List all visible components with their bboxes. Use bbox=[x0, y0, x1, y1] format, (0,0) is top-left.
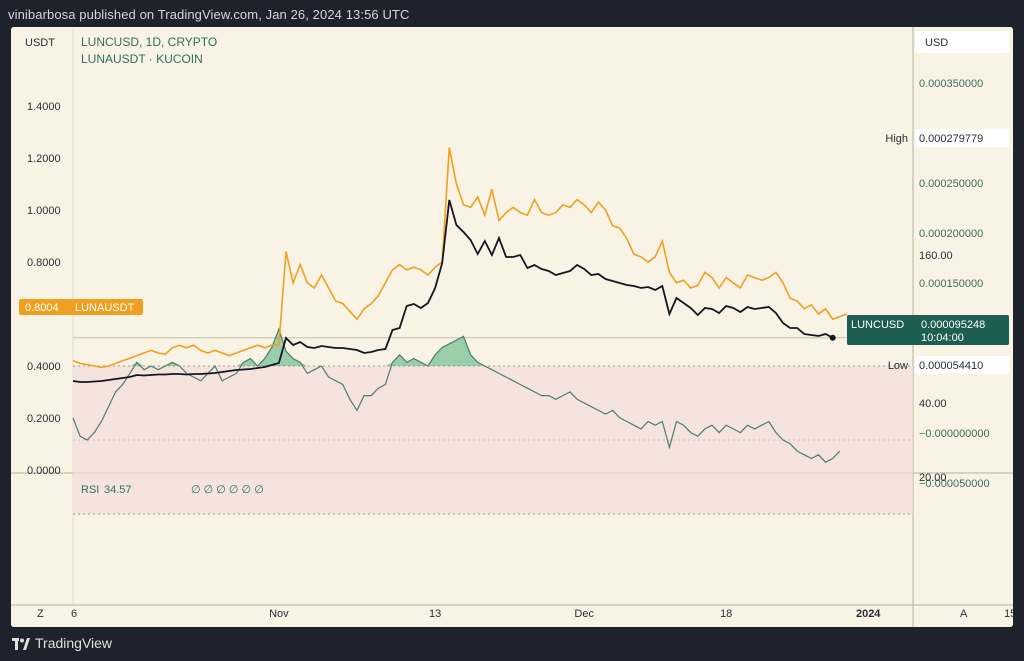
time-axis-partial-label: 6 bbox=[71, 608, 77, 620]
luncusd-price-badge bbox=[847, 315, 1009, 345]
price-chart[interactable]: USDT USD LUNCUSD, 1D, CRYPTO LUNAUSDT · … bbox=[11, 27, 1013, 627]
left-axis-unit: USDT bbox=[25, 37, 55, 49]
right-unit-box[interactable] bbox=[915, 31, 1009, 53]
lunausdt-series-line bbox=[72, 147, 848, 369]
right-tick-label: 0.000150000 bbox=[919, 278, 983, 290]
high-value-box bbox=[915, 129, 1009, 147]
tradingview-footer[interactable]: TradingView bbox=[12, 635, 112, 651]
legend-luncusd[interactable]: LUNCUSD, 1D, CRYPTO bbox=[81, 35, 217, 49]
luncusd-series-line bbox=[72, 199, 834, 383]
left-tick-label: 1.2000 bbox=[27, 153, 61, 165]
luncusd-price-value: 0.000095248 bbox=[921, 319, 985, 331]
time-axis-ticks: Nov13Dec18202415Feb bbox=[269, 608, 1013, 620]
rsi-line bbox=[72, 327, 841, 463]
left-tick-label: 0.8000 bbox=[27, 257, 61, 269]
left-tick-label: 1.4000 bbox=[27, 101, 61, 113]
legend-lunausdt[interactable]: LUNAUSDT · KUCOIN bbox=[81, 52, 203, 66]
time-tick-label: Dec bbox=[574, 608, 594, 620]
high-label: High bbox=[885, 133, 908, 145]
right-axis-unit: USD bbox=[925, 37, 948, 49]
high-value: 0.000279779 bbox=[919, 133, 983, 145]
low-value: 0.000054410 bbox=[919, 360, 983, 372]
rsi-label[interactable]: RSI bbox=[81, 484, 99, 496]
rsi-tick-label: 40.00 bbox=[919, 398, 947, 410]
right-tick-label: 0.000350000 bbox=[919, 78, 983, 90]
left-tick-label: 0.2000 bbox=[27, 413, 61, 425]
right-tick-label: 0.000250000 bbox=[919, 178, 983, 190]
tradingview-brand: TradingView bbox=[35, 635, 113, 651]
left-tick-label: 1.0000 bbox=[27, 205, 61, 217]
luncusd-price-name: LUNCUSD bbox=[851, 319, 904, 331]
time-tick-label: Nov bbox=[269, 608, 289, 620]
right-tick-label: 0.000200000 bbox=[919, 228, 983, 240]
right-tick-label: −0.000000000 bbox=[919, 428, 990, 440]
rsi-tick-label: 160.00 bbox=[919, 250, 953, 262]
rsi-overbought-fill bbox=[129, 329, 485, 366]
lunausdt-price-value: 0.8004 bbox=[25, 302, 59, 314]
time-tick-label: 18 bbox=[720, 608, 732, 620]
left-axis-ticks: 1.4000 1.2000 1.0000 0.8000 0.4000 0.2000 0.00… bbox=[27, 101, 61, 477]
right-tick-label: −0.000050000 bbox=[919, 478, 990, 490]
rsi-placeholders: ∅ ∅ ∅ ∅ ∅ ∅ bbox=[191, 484, 264, 496]
rsi-value: 34.57 bbox=[104, 484, 132, 496]
low-label: Low bbox=[888, 360, 908, 372]
chart-panel[interactable]: USDT USD LUNCUSD, 1D, CRYPTO LUNAUSDT · … bbox=[11, 27, 1013, 627]
tradingview-logo-icon bbox=[12, 637, 30, 650]
time-tick-label: 13 bbox=[429, 608, 441, 620]
left-tick-label: 0.0000 bbox=[27, 465, 61, 477]
time-tick-label: 2024 bbox=[856, 608, 881, 620]
luncusd-last-point bbox=[829, 334, 836, 341]
low-value-box bbox=[915, 356, 1009, 374]
lunausdt-price-badge bbox=[19, 299, 143, 315]
time-tick-label: 15 bbox=[1004, 608, 1013, 620]
luncusd-countdown: 10:04:00 bbox=[921, 332, 964, 344]
left-tick-label: 0.4000 bbox=[27, 361, 61, 373]
auto-scale-button[interactable]: A bbox=[960, 608, 968, 620]
publisher-header: vinibarbosa published on TradingView.com… bbox=[8, 7, 410, 22]
chart-background bbox=[11, 27, 1013, 627]
zoom-button[interactable]: Z bbox=[37, 608, 44, 620]
rsi-tick-label: 20.00 bbox=[919, 472, 947, 484]
lunausdt-price-name: LUNAUSDT bbox=[75, 302, 135, 314]
